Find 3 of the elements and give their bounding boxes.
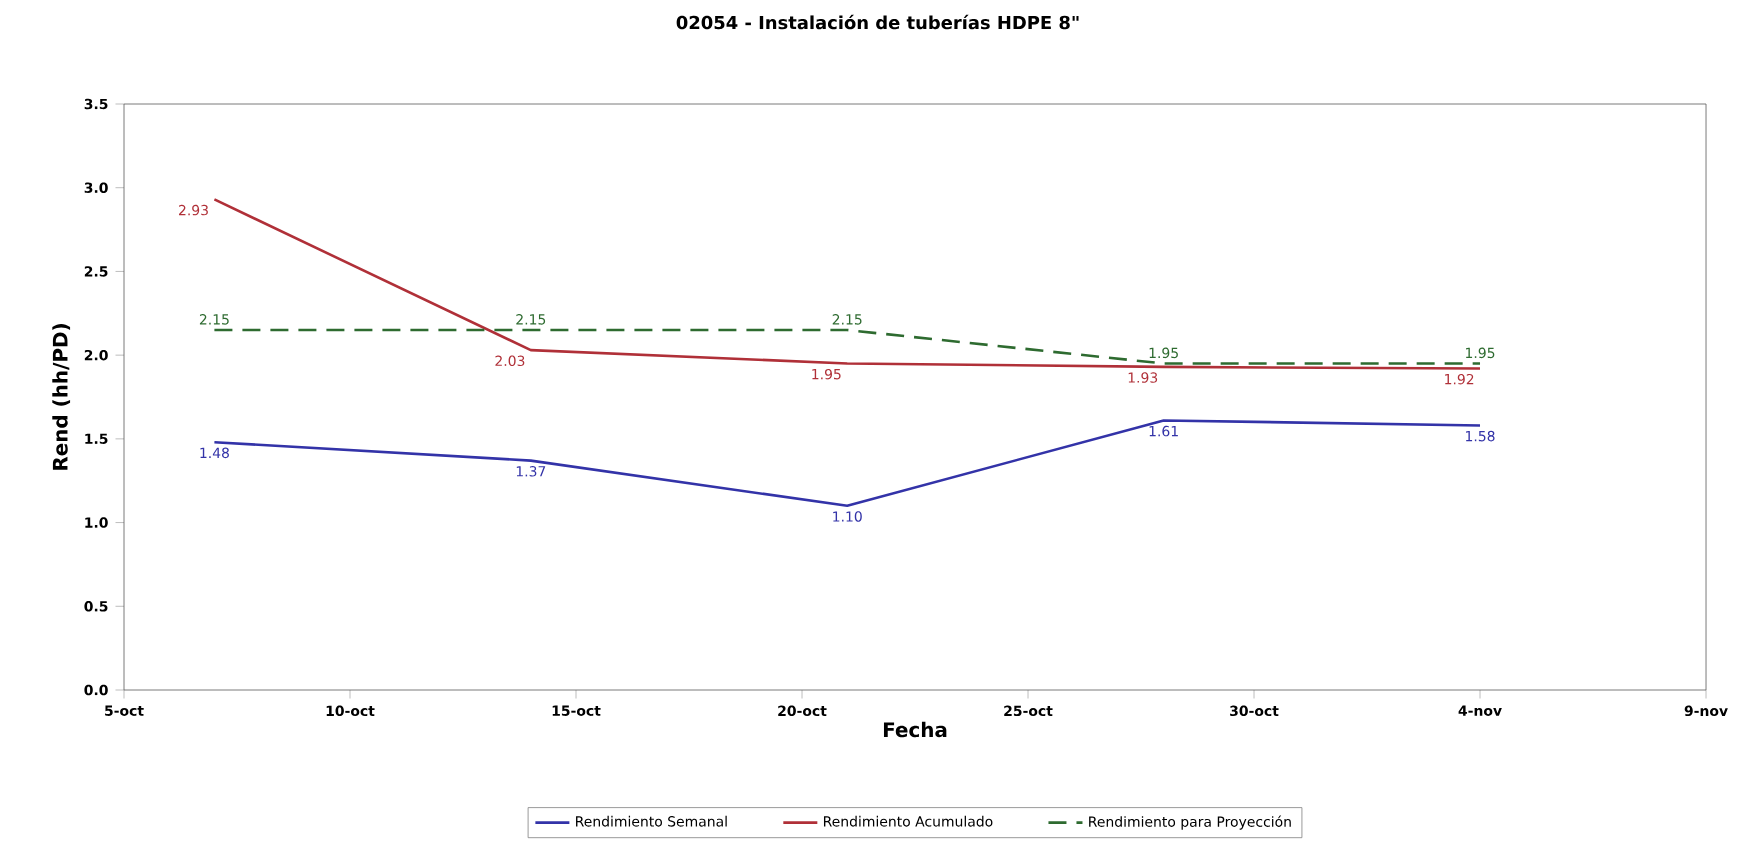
- x-axis-title: Fecha: [883, 721, 947, 738]
- y-axis-title: Rend (hh/PD): [52, 324, 71, 470]
- chart-title: 02054 - Instalación de tuberías HDPE 8": [676, 14, 1079, 30]
